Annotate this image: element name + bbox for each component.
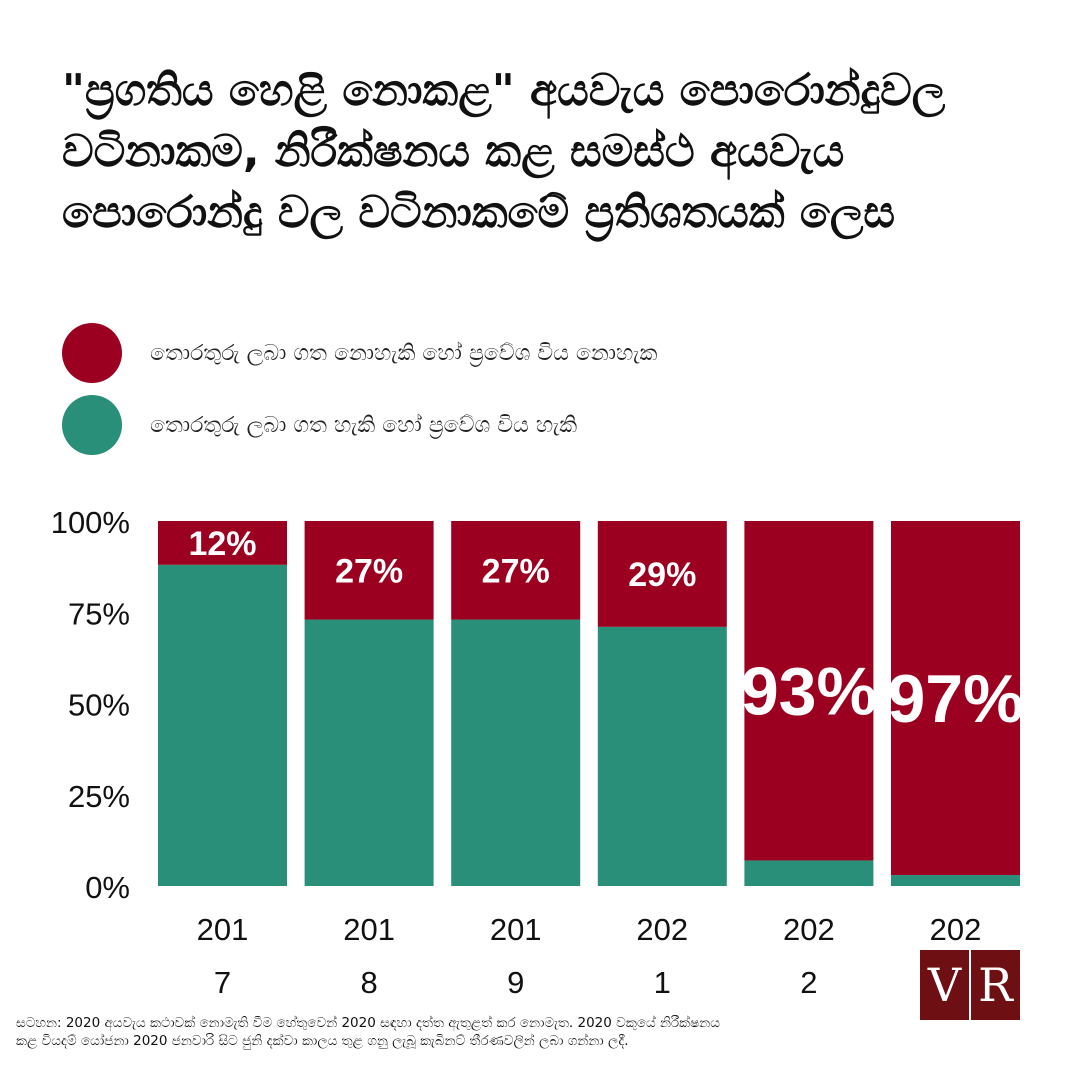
logo-letter-v: V [927, 958, 962, 1012]
x-tick-label: 2 [800, 965, 817, 1000]
y-tick-label: 0% [85, 870, 130, 905]
bar-segment-not-available [744, 521, 874, 861]
x-tick-label: 202 [783, 912, 835, 947]
bar-segment-not-available [451, 521, 581, 620]
x-tick-label: 202 [636, 912, 688, 947]
x-tick-label: 8 [360, 965, 377, 1000]
bar-segment-available [304, 619, 434, 886]
x-tick-label: 201 [490, 912, 542, 947]
legend-item-available: තොරතුරු ලබා ගත හැකි හෝ ප්‍රවේශ විය හැකි [62, 394, 657, 456]
legend: තොරතුරු ලබා ගත නොහැකි හෝ ප්‍රවේශ විය නොහ… [62, 322, 657, 466]
bar-segment-not-available [891, 521, 1020, 876]
chart-title: "ප්‍රගතිය හෙළි නොකළ" අයවැය පොරොන්දුවල වට… [62, 65, 946, 238]
bar-segment-not-available [597, 521, 727, 627]
x-tick-label: 9 [507, 965, 524, 1000]
data-label: 27% [335, 552, 403, 590]
data-label: 97% [887, 661, 1023, 737]
y-tick-label: 75% [68, 596, 130, 631]
legend-label-available: තොරතුරු ලබා ගත හැකි හෝ ප්‍රවේශ විය හැකි [150, 412, 578, 438]
data-label: 93% [741, 654, 877, 730]
y-tick-label: 50% [68, 688, 130, 723]
bar-segment-available [744, 860, 874, 886]
x-tick-label: 202 [930, 912, 982, 947]
y-tick-label: 25% [68, 779, 130, 814]
data-label: 29% [628, 556, 696, 594]
legend-label-not-available: තොරතුරු ලබා ගත නොහැකි හෝ ප්‍රවේශ විය නොහ… [150, 340, 658, 366]
legend-swatch-not-available [62, 323, 122, 383]
bar-segment-available [451, 619, 581, 886]
publisher-logo: V R [920, 950, 1020, 1020]
bar-segment-not-available [158, 521, 287, 565]
bar-segment-not-available [304, 521, 434, 620]
y-tick-label: 100% [51, 505, 130, 540]
bar-segment-available [158, 564, 287, 886]
stacked-bar-chart: 100% 75% 50% 25% 0% 12% 201 7 27% 201 8 27% 201 9 29% 2… [50, 505, 1023, 1000]
data-label: 12% [188, 525, 256, 563]
bar-segment-available [597, 626, 727, 886]
data-label: 27% [482, 552, 550, 590]
x-tick-label: 201 [343, 912, 395, 947]
bar-segment-available [891, 875, 1020, 886]
x-tick-label: 1 [654, 965, 671, 1000]
legend-swatch-available [62, 395, 122, 455]
x-tick-label: 201 [197, 912, 249, 947]
legend-item-not-available: තොරතුරු ලබා ගත නොහැකි හෝ ප්‍රවේශ විය නොහ… [62, 322, 657, 384]
logo-letter-r: R [969, 950, 1020, 1020]
footnote: සටහන: 2020 අයවැය කථාවක් නොමැති වීම හේතුව… [16, 1015, 720, 1049]
x-tick-label: 7 [214, 965, 231, 1000]
